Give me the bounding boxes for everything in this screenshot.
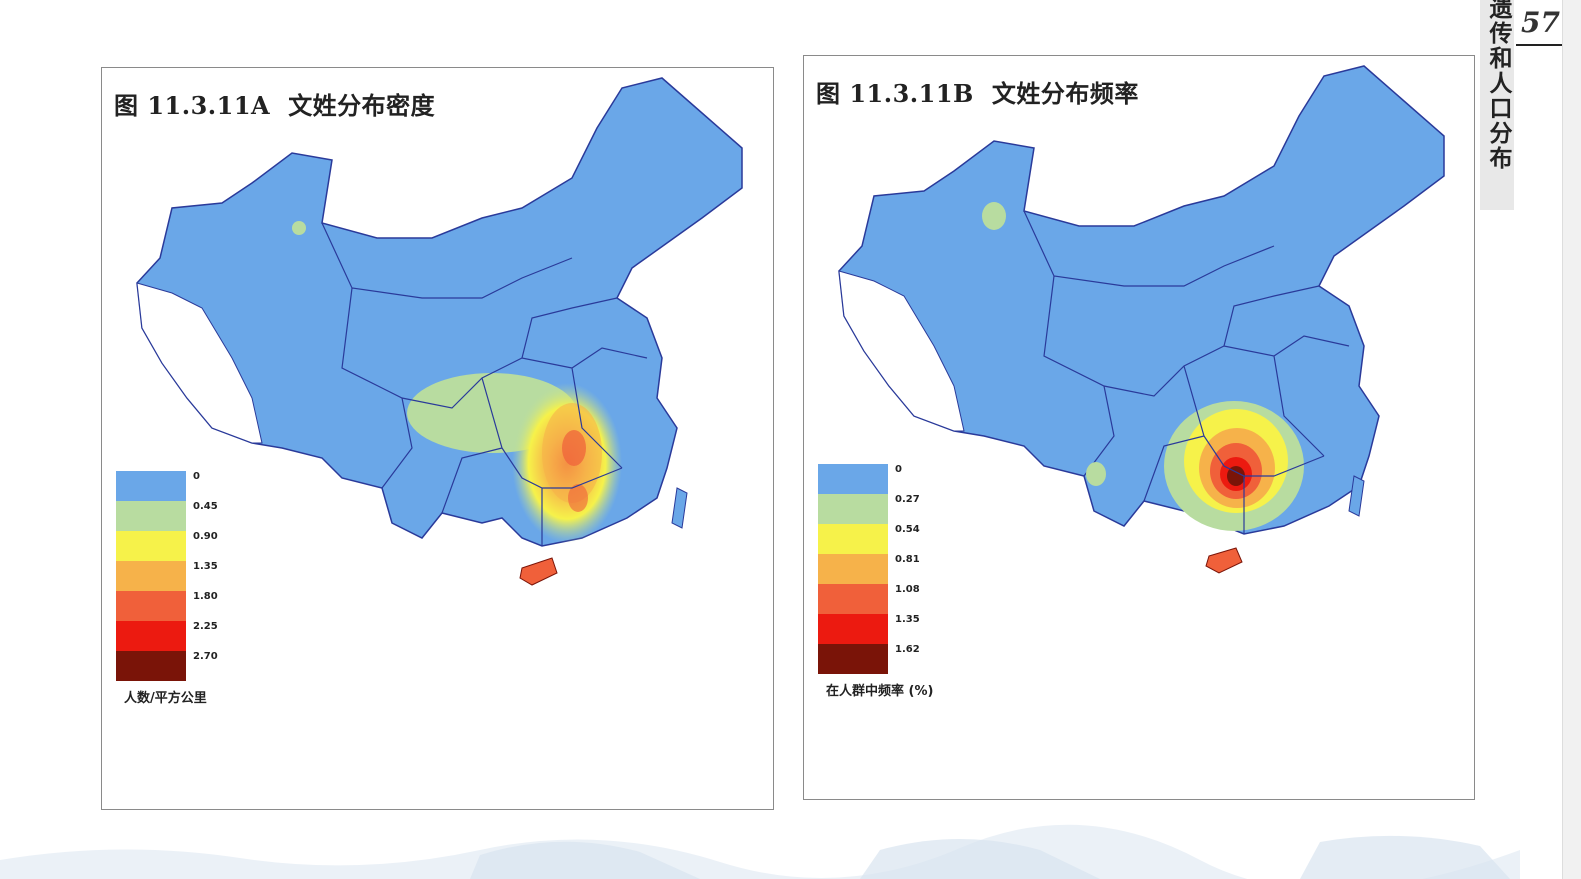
side-header-strip	[1480, 0, 1514, 210]
hainan-island	[1205, 547, 1243, 574]
page-edge	[1562, 0, 1581, 879]
map-panel-density: 图 11.3.11A 文姓分布密度 0 0.45 0.90 1.35 1.80 2…	[101, 67, 774, 810]
figure-title-a: 图 11.3.11A 文姓分布密度	[114, 91, 436, 120]
provincial-borders	[1023, 210, 1350, 534]
legend-swatch	[818, 584, 888, 614]
legend-tick: 0.54	[895, 524, 920, 535]
legend-swatch	[116, 471, 186, 501]
footer-decoration	[0, 824, 1520, 879]
legend-swatch	[116, 621, 186, 651]
legend-swatch	[116, 501, 186, 531]
legend-swatch	[818, 644, 888, 674]
legend-unit: 人数/平方公里	[124, 691, 207, 706]
china-map-frequency	[838, 65, 1445, 574]
legend-swatch	[818, 614, 888, 644]
legend-tick: 1.62	[895, 644, 920, 655]
legend-swatch	[818, 464, 888, 494]
legend-swatch	[116, 651, 186, 681]
legend-swatch	[818, 524, 888, 554]
page-number-rule	[1516, 44, 1562, 46]
legend-tick: 0.90	[193, 531, 218, 542]
legend-tick: 0.27	[895, 494, 920, 505]
china-outline	[136, 77, 743, 547]
legend-unit: 在人群中频率 (%)	[826, 684, 934, 699]
legend-tick: 1.80	[193, 591, 218, 602]
figure-title-b: 图 11.3.11B 文姓分布频率	[816, 79, 1139, 108]
legend-tick: 2.25	[193, 621, 218, 632]
legend-swatch	[116, 591, 186, 621]
legend-swatch	[818, 554, 888, 584]
legend-swatch	[116, 531, 186, 561]
hainan-island	[519, 557, 558, 586]
legend-tick: 1.35	[193, 561, 218, 572]
legend-tick: 0	[895, 464, 902, 475]
side-header: 遗传和人口分布	[1485, 0, 1511, 171]
legend-swatch	[116, 561, 186, 591]
legend-tick: 0.81	[895, 554, 920, 565]
legend-tick: 0.45	[193, 501, 218, 512]
legend-tick: 0	[193, 471, 200, 482]
tibet-white-area	[136, 282, 263, 444]
china-outline	[838, 65, 1445, 535]
tibet-white-area	[838, 270, 965, 432]
china-map-density	[136, 77, 743, 586]
provincial-borders	[321, 222, 648, 546]
legend-swatch	[818, 494, 888, 524]
map-panel-frequency: 图 11.3.11B 文姓分布频率 0 0.27 0.54 0.81 1.08 1…	[803, 55, 1475, 800]
legend-tick: 1.08	[895, 584, 920, 595]
legend-tick: 1.35	[895, 614, 920, 625]
taiwan-island	[1348, 475, 1365, 517]
page-number: 57	[1521, 6, 1560, 39]
taiwan-island	[671, 487, 688, 529]
legend-tick: 2.70	[193, 651, 218, 662]
